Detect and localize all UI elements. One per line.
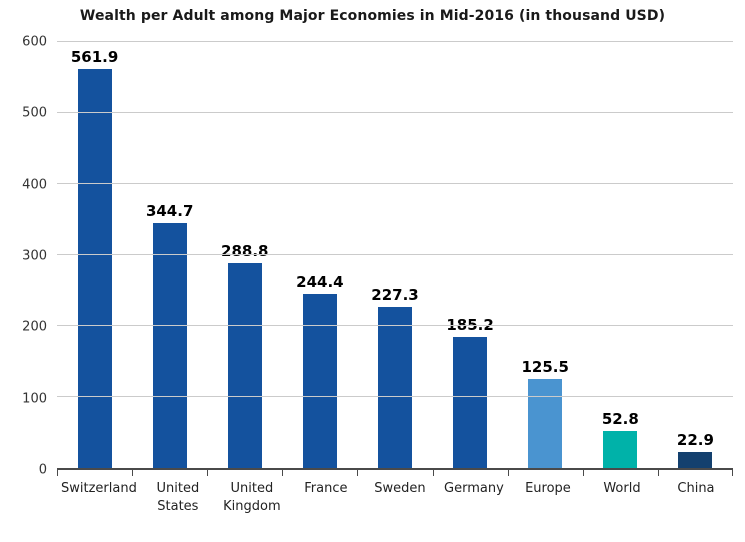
- category-cell-united-kingdom: 288.8: [207, 42, 282, 468]
- plot-area: 561.9 344.7 288.8 244.4 227.3 185.2 125.5 52.8 2…: [57, 41, 733, 476]
- x-axis-tick: [657, 470, 659, 476]
- gridline-500: [57, 111, 733, 113]
- y-tick-label-100: 100: [22, 391, 47, 407]
- x-tick-label-germany: Germany: [444, 481, 504, 496]
- category-cell-world: 52.8: [583, 42, 658, 468]
- bar-value-label: 344.7: [145, 202, 194, 221]
- x-tick-label-china: China: [677, 481, 715, 496]
- x-tick-label-world: World: [603, 481, 641, 496]
- bar-germany: [453, 336, 488, 468]
- category-cell-united-states: 344.7: [132, 42, 207, 468]
- bars-layer: 561.9 344.7 288.8 244.4 227.3 185.2 125.5 52.8 2…: [57, 42, 733, 468]
- bar-value-label: 52.8: [601, 409, 639, 428]
- bar-value-label: 22.9: [676, 430, 714, 449]
- gridline-300: [57, 254, 733, 255]
- x-axis-tick: [432, 470, 434, 476]
- y-axis: 0 100 200 300 400 500 600: [0, 35, 47, 478]
- bar-value-label: 244.4: [296, 273, 344, 292]
- x-tick-label-united-states: United States: [156, 481, 200, 514]
- x-axis-tick: [732, 470, 733, 476]
- y-tick-label-400: 400: [22, 177, 47, 193]
- category-cell-europe: 125.5: [508, 42, 583, 468]
- bar-value-label: 288.8: [221, 241, 269, 260]
- bar-united-states: [152, 223, 187, 468]
- y-tick-label-600: 600: [22, 34, 47, 50]
- category-cell-germany: 185.2: [433, 42, 508, 468]
- category-cell-china: 22.9: [658, 42, 733, 468]
- bar-china: [678, 451, 713, 468]
- gridline-400: [57, 182, 733, 184]
- bar-europe: [528, 378, 563, 468]
- category-cell-france: 244.4: [282, 42, 357, 468]
- category-cell-switzerland: 561.9: [57, 42, 132, 468]
- gridline-200: [57, 324, 733, 326]
- x-axis-tick: [207, 470, 209, 476]
- y-tick-label-500: 500: [22, 105, 47, 121]
- gridline-100: [57, 396, 733, 397]
- y-tick-label-300: 300: [22, 248, 47, 264]
- x-axis: Switzerland United States United Kingdom Fr…: [57, 480, 733, 515]
- bar-value-label: 125.5: [521, 357, 569, 376]
- x-tick-label-united-kingdom: United Kingdom: [223, 481, 281, 514]
- x-tick-label-switzerland: Switzerland: [61, 481, 137, 496]
- bar-france: [302, 294, 337, 468]
- bar-sweden: [377, 306, 412, 468]
- bar-value-label: 185.2: [446, 315, 494, 334]
- x-axis-tick: [282, 470, 284, 476]
- y-tick-label-0: 0: [38, 462, 47, 478]
- x-axis-tick: [57, 470, 58, 476]
- x-axis-tick: [132, 470, 134, 476]
- x-tick-label-france: France: [304, 481, 348, 496]
- x-tick-label-europe: Europe: [525, 481, 571, 496]
- x-axis-tick: [357, 470, 359, 476]
- category-cell-sweden: 227.3: [357, 42, 432, 468]
- bar-united-kingdom: [227, 262, 262, 468]
- x-axis-tick: [582, 470, 584, 476]
- x-axis-tick: [507, 470, 509, 476]
- bar-switzerland: [77, 69, 112, 468]
- x-tick-label-sweden: Sweden: [374, 481, 426, 496]
- chart-title: Wealth per Adult among Major Economies i…: [79, 8, 666, 24]
- y-tick-label-200: 200: [22, 319, 47, 335]
- bar-value-label: 561.9: [70, 48, 119, 67]
- bar-value-label: 227.3: [371, 285, 419, 304]
- bar-world: [603, 430, 638, 468]
- gridline-600: [57, 41, 733, 42]
